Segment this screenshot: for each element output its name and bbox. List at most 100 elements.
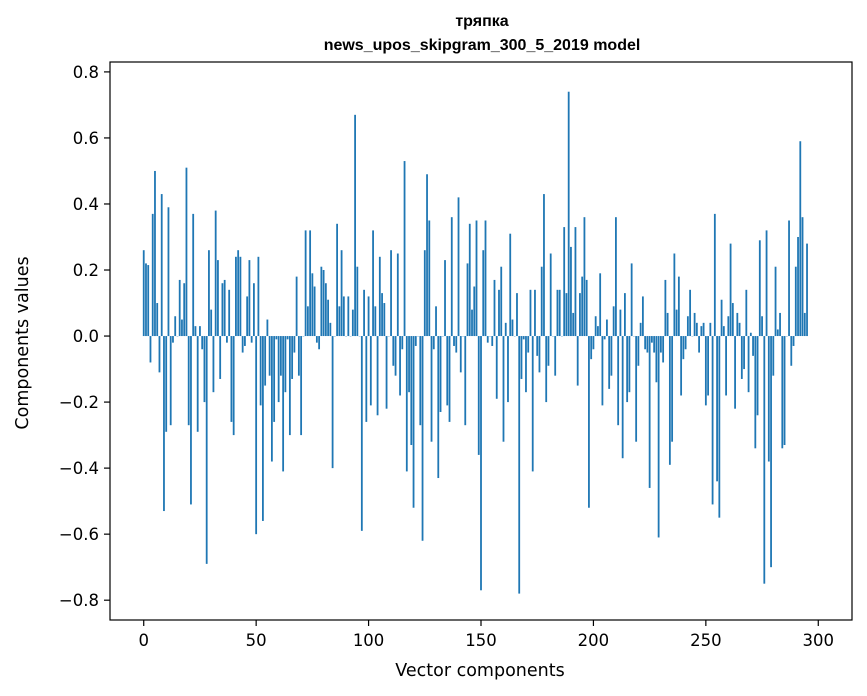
bar <box>617 336 620 426</box>
bar <box>244 336 246 346</box>
bar <box>423 250 426 337</box>
bar <box>154 170 156 337</box>
bar <box>794 266 797 337</box>
bar <box>194 326 197 337</box>
bar <box>284 336 287 393</box>
bar <box>174 316 177 337</box>
x-tick-label: 150 <box>465 631 497 650</box>
bar <box>288 336 291 436</box>
x-axis-ticks: 0 50 100 150 200 250 300 <box>138 620 834 650</box>
bar <box>300 336 303 436</box>
bar <box>241 336 244 353</box>
bar <box>383 303 386 337</box>
bar <box>196 336 199 432</box>
bar <box>223 279 226 337</box>
bar <box>491 336 494 346</box>
bar <box>727 316 730 337</box>
bar <box>758 240 761 337</box>
bar <box>475 220 478 337</box>
bar <box>160 194 163 337</box>
bar <box>621 336 624 459</box>
bar <box>327 299 329 337</box>
bar <box>806 243 808 337</box>
bar <box>498 289 500 337</box>
bar <box>581 276 584 337</box>
bar <box>725 336 727 396</box>
bar <box>473 286 476 337</box>
bar <box>664 279 667 337</box>
bar <box>275 336 278 340</box>
bar <box>565 293 568 337</box>
bar <box>702 322 705 337</box>
bar <box>419 336 422 426</box>
bar <box>219 336 222 379</box>
bar <box>374 306 377 337</box>
bar <box>410 336 413 446</box>
bar <box>716 336 718 482</box>
bar <box>745 289 748 337</box>
bar <box>783 336 786 446</box>
bar <box>147 265 150 337</box>
bar <box>729 243 732 337</box>
bar <box>455 336 458 353</box>
bar <box>185 167 188 337</box>
bar <box>765 230 768 337</box>
bar <box>412 336 415 508</box>
bar <box>282 336 285 472</box>
x-axis-label: Vector components <box>395 661 564 681</box>
bar <box>426 174 428 337</box>
bar <box>226 336 228 343</box>
bar <box>354 114 356 337</box>
y-tick-label: −0.4 <box>59 459 99 478</box>
bar <box>655 336 658 383</box>
bar <box>538 336 541 373</box>
bar <box>142 250 145 337</box>
bar <box>592 336 595 350</box>
bar <box>262 336 264 521</box>
bar <box>558 289 561 337</box>
bar <box>572 312 575 337</box>
bar <box>695 322 698 337</box>
bar <box>212 336 215 393</box>
bar <box>453 336 455 346</box>
bar <box>237 250 240 337</box>
bar <box>486 336 489 343</box>
bar <box>790 336 793 366</box>
bar <box>273 336 276 422</box>
bar <box>570 246 572 337</box>
y-tick-label: 0.8 <box>73 63 99 82</box>
bar <box>477 336 480 455</box>
bar <box>659 336 662 353</box>
bar <box>677 276 680 337</box>
bar <box>183 283 186 337</box>
bar <box>257 256 260 337</box>
bar <box>167 207 170 337</box>
bar <box>650 336 653 343</box>
bar <box>367 296 370 337</box>
bar <box>563 227 566 337</box>
bar <box>693 312 696 337</box>
bar <box>720 299 723 337</box>
bar <box>235 256 237 337</box>
bar <box>567 91 570 337</box>
bar <box>315 336 318 343</box>
bar <box>801 217 804 337</box>
bar <box>466 263 469 337</box>
bar <box>250 336 253 343</box>
bar <box>394 336 397 376</box>
bar <box>437 336 440 479</box>
bar <box>363 289 365 337</box>
bar <box>749 332 752 337</box>
bar <box>734 336 736 409</box>
bar <box>637 336 640 366</box>
bar <box>646 336 649 353</box>
bar <box>450 217 453 337</box>
bar <box>534 289 536 337</box>
bar <box>788 220 790 337</box>
bar <box>259 336 262 406</box>
bar <box>230 336 233 422</box>
bar <box>320 266 323 337</box>
y-axis-ticks: −0.8 −0.6 −0.4 −0.2 0.0 0.2 0.4 0.6 0.8 <box>59 63 110 610</box>
bar <box>264 336 267 386</box>
